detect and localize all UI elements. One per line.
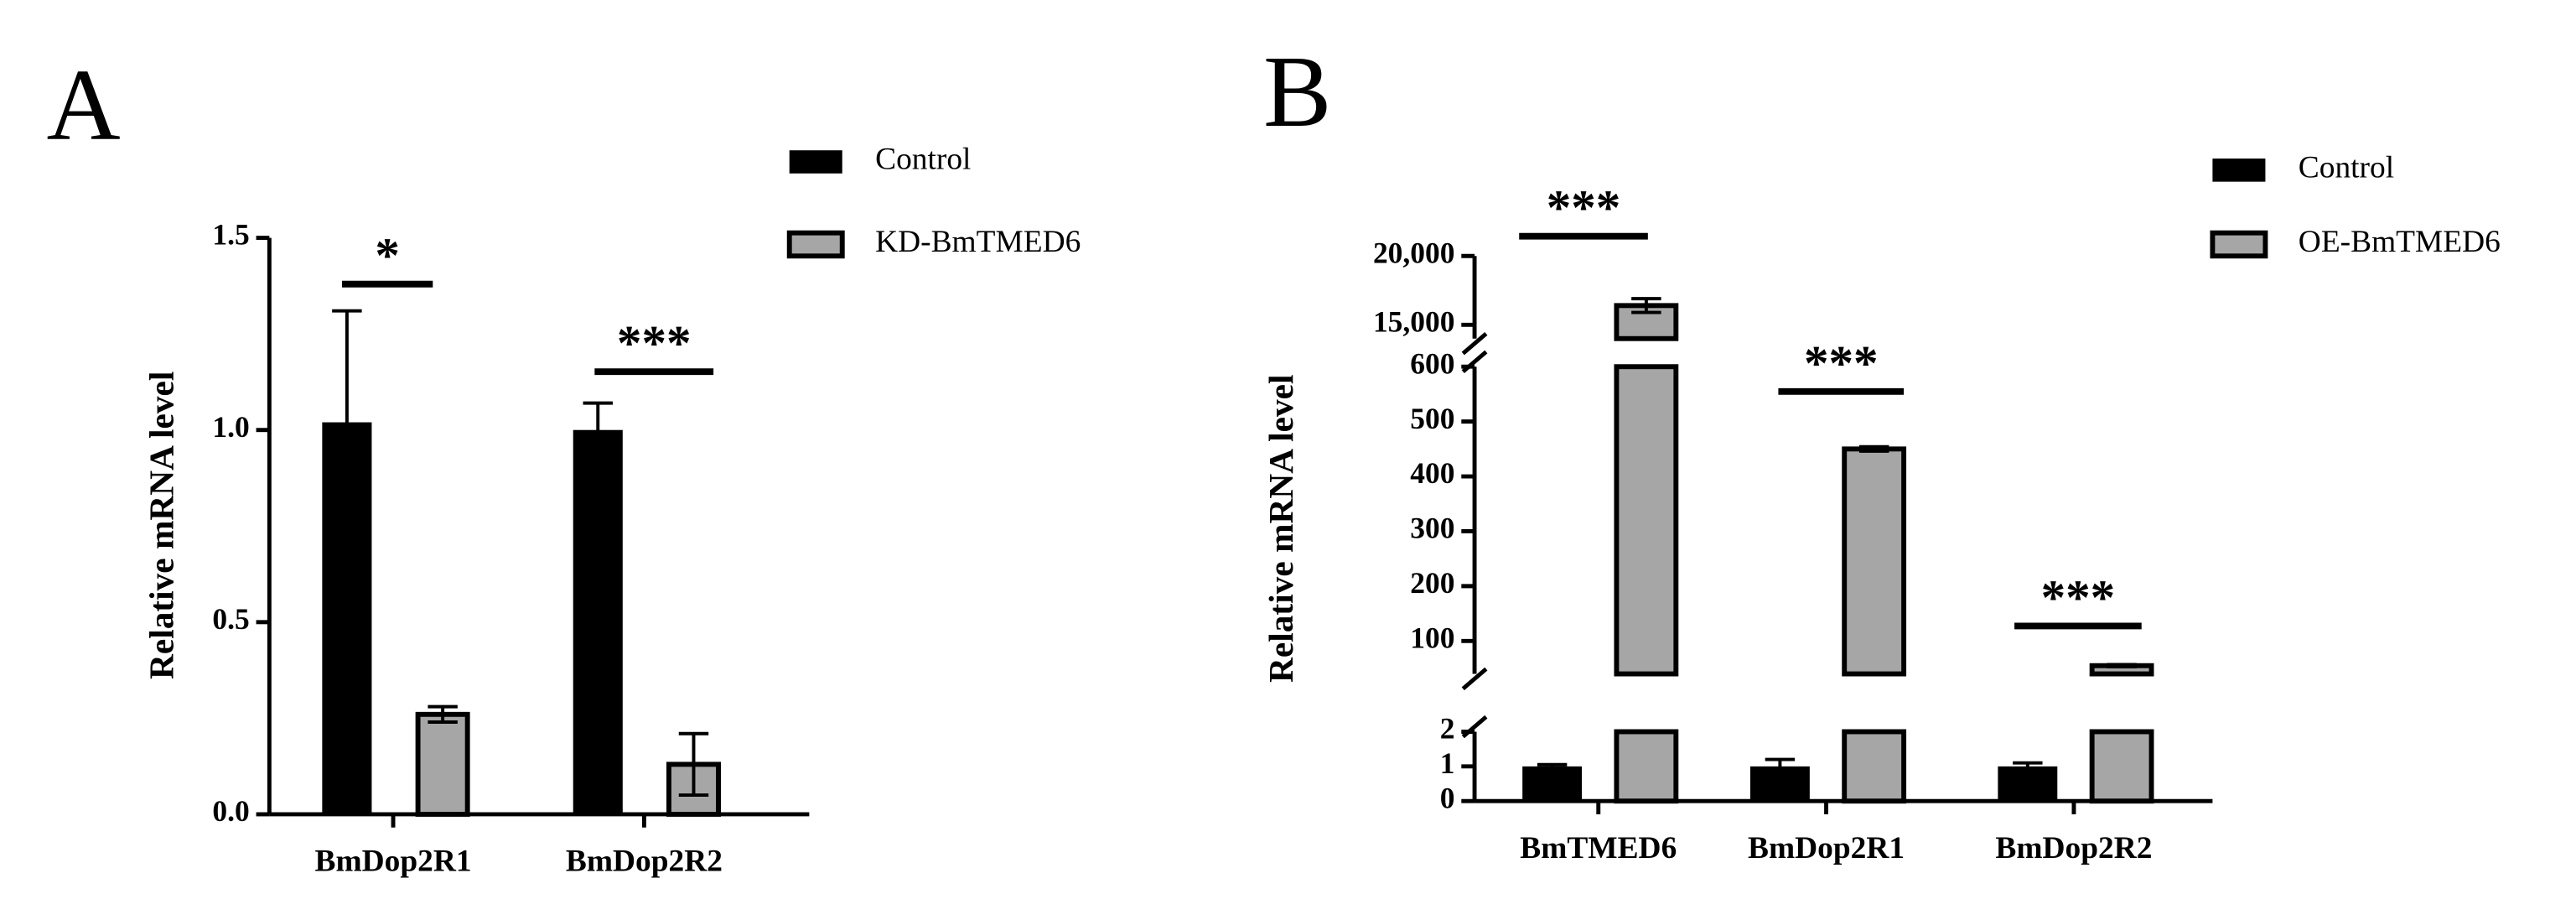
y-tick-label: 1: [1440, 746, 1455, 780]
y-tick-label: 300: [1410, 512, 1454, 545]
y-tick-label: 0.0: [212, 794, 249, 828]
significance-label: ***: [1547, 180, 1621, 236]
bar: [1614, 729, 1679, 804]
significance-label: ***: [617, 315, 692, 371]
y-tick-label: 15,000: [1373, 304, 1454, 338]
error-bar: [332, 309, 362, 536]
panel-label: A: [46, 49, 120, 162]
bar: [1998, 766, 2058, 802]
y-tick-label: 1.5: [212, 218, 249, 252]
legend-label: KD-BmTMED6: [875, 225, 1081, 259]
legend-swatch: [789, 150, 842, 174]
x-tick-label: BmDop2R1: [1748, 831, 1905, 865]
error-bar: [1765, 757, 1796, 776]
y-tick-label: 1.0: [212, 410, 249, 444]
panel-label: B: [1263, 35, 1331, 148]
error-bar: [1631, 297, 1661, 314]
legend-label: Control: [875, 143, 971, 177]
error-bar: [583, 401, 613, 459]
y-tick-label: 600: [1410, 346, 1454, 380]
y-tick-label: 0: [1440, 781, 1455, 814]
bar: [1842, 446, 1907, 677]
x-tick-label: BmDop2R2: [1995, 831, 2152, 865]
x-tick-label: BmTMED6: [1520, 831, 1677, 865]
error-bar: [1858, 444, 1889, 453]
y-tick-label: 20,000: [1373, 236, 1454, 269]
legend-swatch: [2212, 159, 2266, 182]
x-tick-label: BmDop2R2: [566, 845, 723, 879]
x-tick-label: BmDop2R1: [315, 845, 472, 879]
axis-break: [1461, 667, 1488, 691]
error-bar: [2013, 761, 2043, 772]
y-tick-label: 0.5: [212, 602, 249, 636]
y-axis-label: Relative mRNA level: [143, 372, 181, 679]
y-tick-label: 200: [1410, 566, 1454, 600]
legend-swatch: [786, 230, 845, 259]
significance-label: *: [375, 228, 400, 283]
axis-break: [1461, 331, 1488, 356]
y-tick-label: 400: [1410, 456, 1454, 490]
significance-label: ***: [2041, 569, 2116, 625]
legend-swatch: [2210, 230, 2268, 259]
error-bar: [1537, 762, 1568, 770]
y-tick-label: 2: [1440, 712, 1455, 746]
bar: [2089, 729, 2154, 804]
significance-label: ***: [1804, 335, 1879, 391]
bar: [1614, 364, 1679, 677]
bar: [573, 429, 623, 814]
error-bar: [428, 704, 458, 724]
y-tick-label: 500: [1410, 402, 1454, 435]
bar: [1522, 766, 1583, 802]
legend-label: OE-BmTMED6: [2299, 225, 2501, 259]
bar: [415, 711, 470, 817]
error-bar: [678, 731, 709, 798]
bar: [1842, 729, 1907, 804]
legend-label: Control: [2299, 150, 2394, 185]
error-bar: [2107, 663, 2137, 669]
y-tick-label: 100: [1410, 621, 1454, 654]
y-axis-label: Relative mRNA level: [1262, 375, 1300, 683]
